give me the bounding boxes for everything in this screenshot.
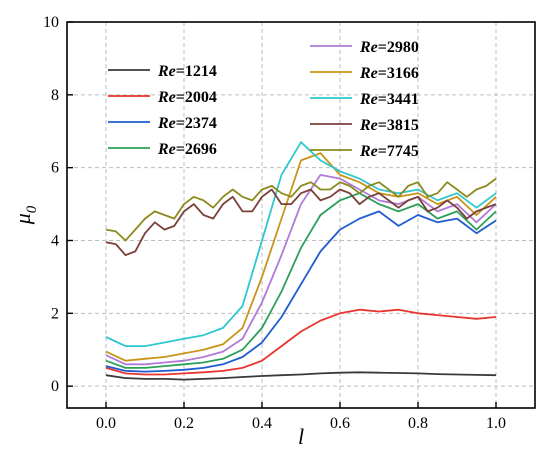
series-line — [105, 371, 497, 381]
y-axis-title-main: μ — [10, 213, 35, 225]
axis-ticks: 0.0 0.2 0.4 0.6 0.8 1.0 0 2 4 6 8 10 — [43, 14, 506, 432]
legend-label-symbol: Re — [157, 115, 176, 132]
series-line — [105, 141, 497, 348]
grid — [67, 21, 535, 408]
legend-label-value: =2696 — [176, 141, 217, 158]
legend-label: Re=2374 — [157, 115, 217, 132]
legend-label: Re=2004 — [157, 89, 217, 106]
legend-label-symbol: Re — [359, 143, 378, 160]
y-tick-label: 4 — [51, 232, 59, 249]
legend-label-symbol: Re — [359, 65, 378, 82]
legend-label: Re=3815 — [359, 117, 419, 134]
y-axis-title-subscript: 0 — [24, 205, 40, 213]
series-line — [105, 177, 497, 242]
legend-label: Re=7745 — [359, 143, 419, 160]
x-tick-label: 0.2 — [174, 415, 194, 432]
y-tick-label: 10 — [43, 14, 59, 31]
series-line — [105, 173, 497, 366]
series-line — [105, 188, 497, 257]
x-tick-label: 0.8 — [408, 415, 428, 432]
legend-label-value: =1214 — [176, 63, 217, 80]
x-axis-title: l — [298, 424, 304, 449]
x-tick-label: 0.0 — [96, 415, 116, 432]
series-line — [105, 308, 497, 376]
legend-label-symbol: Re — [157, 63, 176, 80]
series-line — [105, 152, 497, 362]
legend-label: Re=3166 — [359, 65, 419, 82]
y-tick-label: 6 — [51, 160, 59, 177]
legend-label: Re=1214 — [157, 63, 217, 80]
series-line — [105, 210, 497, 373]
legend-label-symbol: Re — [157, 141, 176, 158]
legend: Re=1214Re=2004Re=2374Re=2696Re=2980Re=31… — [108, 39, 419, 160]
legend-label-value: =7745 — [378, 143, 419, 160]
legend-label-value: =3815 — [378, 117, 419, 134]
legend-label-symbol: Re — [359, 39, 378, 56]
legend-label-symbol: Re — [359, 117, 378, 134]
y-tick-label: 0 — [51, 378, 59, 395]
legend-label: Re=2980 — [359, 39, 419, 56]
legend-label-value: =2004 — [176, 89, 217, 106]
x-tick-label: 1.0 — [486, 415, 506, 432]
legend-label: Re=2696 — [157, 141, 217, 158]
legend-label: Re=3441 — [359, 91, 419, 108]
legend-label-value: =2374 — [176, 115, 217, 132]
plot-frame — [66, 21, 536, 409]
y-axis-title: μ0 — [10, 205, 40, 225]
legend-label-symbol: Re — [157, 89, 176, 106]
legend-label-value: =3166 — [378, 65, 419, 82]
legend-label-value: =3441 — [378, 91, 419, 108]
series-lines — [105, 141, 497, 381]
y-tick-label: 8 — [51, 87, 59, 104]
legend-label-symbol: Re — [359, 91, 378, 108]
x-tick-label: 0.4 — [252, 415, 272, 432]
series-line — [105, 192, 497, 369]
y-tick-label: 2 — [51, 305, 59, 322]
x-tick-label: 0.6 — [330, 415, 350, 432]
legend-label-value: =2980 — [378, 39, 419, 56]
